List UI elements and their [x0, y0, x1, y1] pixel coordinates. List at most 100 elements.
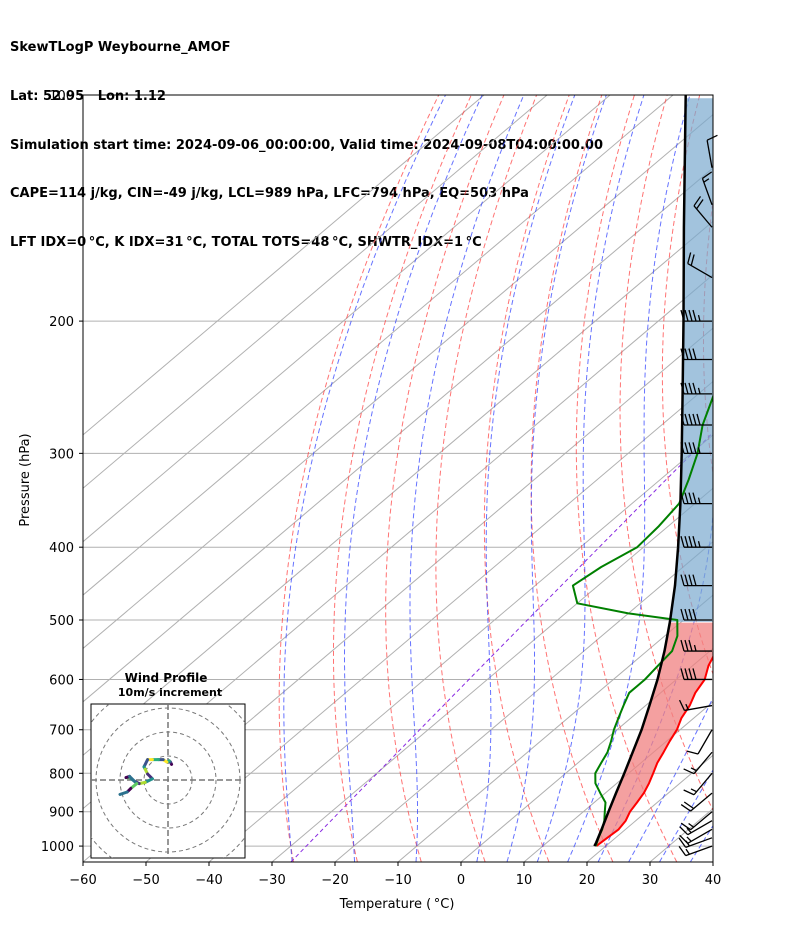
wind-barb-flag [696, 413, 701, 426]
moist-adiabat [283, 95, 446, 862]
dewpoint-line [571, 393, 713, 847]
chart-header: SkewTLogP Weybourne_AMOF Lat: 52.95 Lon:… [10, 8, 603, 267]
wind-barb-flag [678, 837, 687, 848]
wind-barb-flag [706, 134, 718, 141]
wind-barb [678, 699, 713, 712]
wind-barb-flag [680, 804, 691, 812]
location-line: Lat: 52.95 Lon: 1.12 [10, 89, 166, 104]
wind-barb-flag [686, 750, 699, 755]
wind-barb-flag [680, 608, 685, 621]
x-tick-label: 30 [642, 873, 659, 888]
x-tick-label: −60 [69, 873, 96, 888]
wind-barb-staff [687, 262, 713, 279]
wind-barb-flag [680, 668, 685, 680]
wind-barb-staff [690, 792, 713, 812]
wind-barb-flag [684, 442, 689, 454]
wind-barb-flag [688, 668, 693, 680]
y-axis-label: Pressure (hPa) [18, 433, 33, 526]
wind-barb-flag [692, 309, 697, 322]
wind-barb [680, 639, 712, 652]
series-layer [571, 95, 713, 847]
wind-barb-half [690, 788, 697, 793]
x-tick-label: −40 [195, 873, 222, 888]
wind-barb [680, 574, 712, 587]
wind-barb [686, 729, 713, 755]
chart-title: SkewTLogP Weybourne_AMOF [10, 40, 231, 56]
moist-adiabat [659, 769, 713, 862]
wind-barb-flag [684, 668, 689, 680]
isotherm-line [397, 594, 713, 862]
wind-barb-half [697, 387, 701, 395]
x-axis-label: Temperature ( °C) [339, 897, 455, 912]
wind-barb-flag [696, 199, 704, 210]
wind-barb [680, 668, 712, 681]
dry-adiabat [619, 95, 713, 812]
wind-barb-flag [684, 608, 689, 621]
x-tick-label: −50 [132, 873, 159, 888]
wind-barb [679, 820, 713, 836]
wind-barb-flag [680, 309, 685, 322]
hodograph-title: Wind Profile [125, 671, 208, 685]
wind-barb [680, 792, 713, 812]
wind-barb-flag [684, 348, 689, 360]
wind-barb-staff [693, 205, 713, 228]
wind-barb-flag [683, 768, 695, 775]
moist-adiabat [536, 95, 645, 862]
dry-adiabat [333, 95, 472, 862]
mixing-ratio-line [290, 431, 713, 862]
x-tick-label: −10 [384, 873, 411, 888]
isotherm-line [712, 861, 713, 862]
moist-adiabat [628, 696, 713, 862]
wind-barb-flag [683, 801, 694, 810]
wind-barb-flag [684, 639, 689, 652]
isotherm-line [83, 95, 674, 596]
wind-barb-flag [680, 639, 685, 652]
wind-barb-flag [692, 574, 697, 586]
isotherm-line [83, 95, 485, 436]
wind-barb-half [697, 447, 701, 454]
isotherm-line [83, 95, 611, 543]
wind-barb-half [688, 822, 694, 828]
wind-barb-flag [692, 442, 697, 454]
wind-barb-staff [687, 828, 713, 844]
wind-barb-flag [692, 536, 697, 548]
time-line: Simulation start time: 2024-09-06_00:00:… [10, 137, 603, 153]
y-tick-label: 600 [49, 673, 74, 688]
hodograph-subtitle: 10m/s increment [118, 686, 222, 699]
y-tick-label: 800 [49, 767, 74, 782]
wind-barb [693, 196, 713, 228]
wind-barb-staff [693, 772, 713, 796]
wind-barb-staff [693, 751, 713, 775]
wind-barb-flag [692, 348, 697, 360]
moist-adiabat [567, 95, 691, 862]
wind-barb [680, 608, 712, 621]
isotherm-line [208, 434, 713, 862]
wind-barb-half [697, 314, 701, 322]
wind-barb-flag [680, 348, 685, 360]
wind-barb-flag [680, 492, 685, 504]
wind-barb-flag [684, 413, 689, 426]
wind-barb-staff [687, 820, 713, 836]
wind-barb [680, 811, 713, 831]
wind-barb-flag [692, 382, 697, 395]
parcel-line [593, 95, 687, 847]
wind-barb-flag [684, 574, 689, 586]
hodograph-plot [91, 704, 245, 858]
wind-barb-staff [706, 140, 713, 168]
dry-adiabat [385, 95, 505, 862]
wind-barb-flag [688, 639, 693, 652]
wind-barb-flag [688, 442, 693, 454]
wind-barb-half [690, 767, 697, 772]
x-tick-label: 0 [457, 873, 465, 888]
wind-barb-half [685, 848, 690, 855]
fill-layer [594, 98, 713, 847]
wind-barb [683, 751, 713, 775]
wind-barb-half [685, 703, 689, 710]
x-tick-label: −20 [321, 873, 348, 888]
wind-barb-flag [692, 608, 697, 621]
wind-barb [701, 171, 713, 205]
y-tick-label: 400 [49, 541, 74, 556]
dry-adiabat [483, 95, 570, 862]
y-tick-label: 200 [49, 315, 74, 330]
dry-adiabat [661, 95, 713, 676]
